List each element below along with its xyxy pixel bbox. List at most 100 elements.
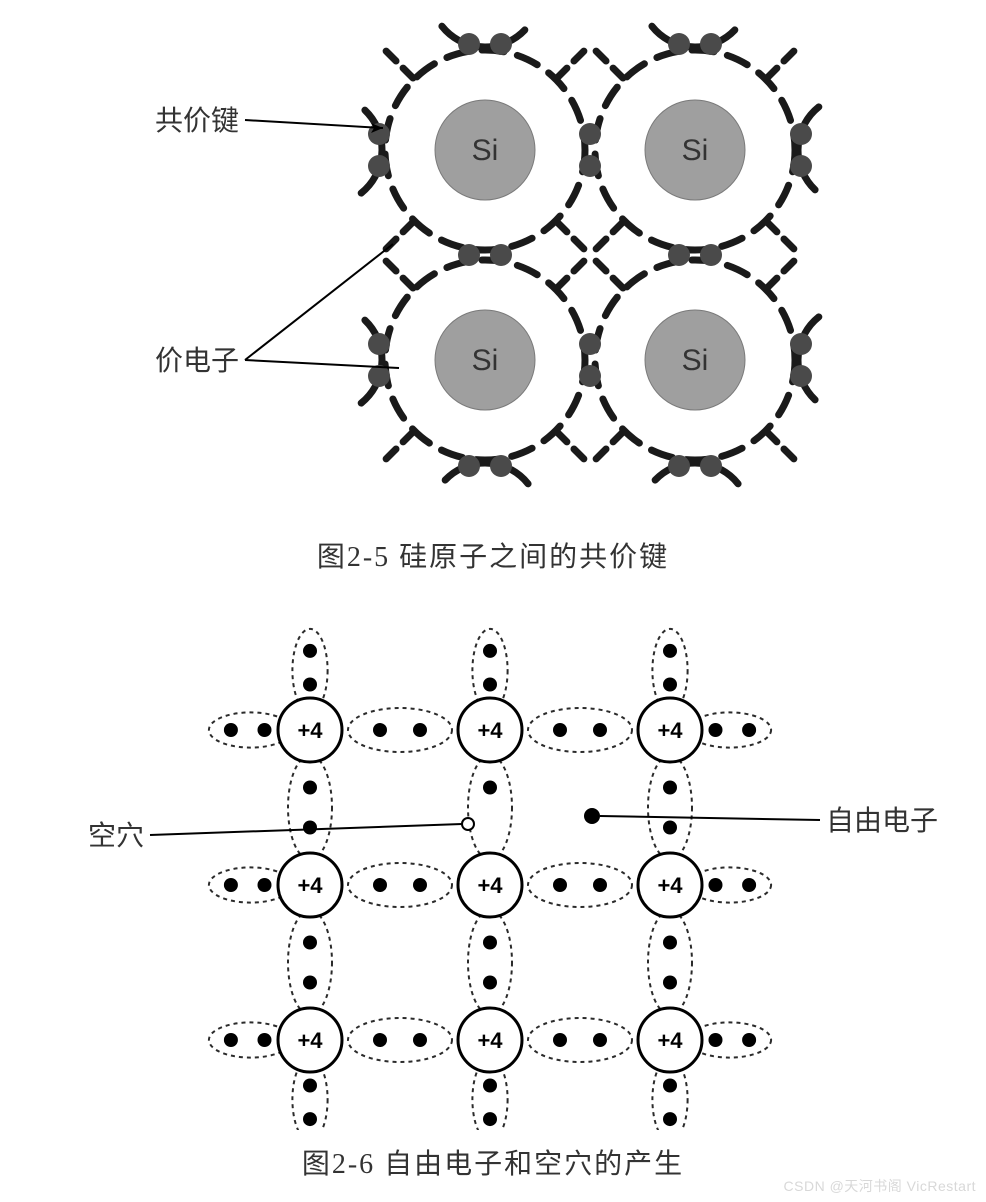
covalent-bond-lens [468, 911, 512, 1015]
leader-line [245, 360, 399, 368]
valence-electron [579, 333, 601, 355]
bond-electron [663, 976, 677, 990]
diagonal-tick [595, 222, 623, 250]
bond-electron [709, 723, 723, 737]
page: SiSiSiSi共价键价电子 图2-5 硅原子之间的共价键 +4+4+4+4+4… [0, 0, 986, 1202]
valence-electron [790, 155, 812, 177]
valence-electron [579, 123, 601, 145]
bond-electron [303, 781, 317, 795]
bond-electron [413, 878, 427, 892]
bond-electron [742, 723, 756, 737]
outer-bond-stub [442, 463, 528, 484]
atom-label: +4 [297, 873, 323, 898]
valence-electron [668, 455, 690, 477]
si-label: Si [682, 134, 709, 167]
bond-electron [258, 878, 272, 892]
bond-electron [663, 781, 677, 795]
valence-electron [668, 33, 690, 55]
bond-electron [663, 936, 677, 950]
atom-label: +4 [297, 718, 323, 743]
diagonal-tick [595, 260, 623, 288]
valence-electron [490, 33, 512, 55]
atom-label: +4 [477, 873, 503, 898]
covalent-bond-lens [528, 708, 632, 752]
atom-label: +4 [657, 873, 683, 898]
valence-electron [668, 244, 690, 266]
bond-electron [663, 644, 677, 658]
bond-electron [483, 644, 497, 658]
figure-2-6: +4+4+4+4+4+4+4+4+4空穴自由电子 [0, 620, 986, 1130]
bond-electron [303, 976, 317, 990]
bond-electron [553, 878, 567, 892]
covalent-bond-lens [348, 1018, 452, 1062]
bond-electron [593, 878, 607, 892]
bond-electron [483, 678, 497, 692]
valence-electron [490, 455, 512, 477]
valence-electron [368, 155, 390, 177]
valence-electron [368, 333, 390, 355]
bond-electron [303, 644, 317, 658]
diagonal-tick [767, 432, 795, 460]
atom-label: +4 [657, 718, 683, 743]
bond-electron [258, 723, 272, 737]
atom-label: +4 [297, 1028, 323, 1053]
atom-label: +4 [477, 718, 503, 743]
atom-label: +4 [657, 1028, 683, 1053]
bond-electron [742, 878, 756, 892]
bond-electron [553, 723, 567, 737]
diagonal-tick [557, 50, 585, 78]
si-label: Si [472, 344, 499, 377]
bond-electron [483, 936, 497, 950]
watermark: CSDN @天河书阁 VicRestart [784, 1176, 976, 1196]
bond-electron [663, 821, 677, 835]
valence-electron [368, 123, 390, 145]
bond-electron [413, 723, 427, 737]
si-label: Si [472, 134, 499, 167]
label-valence-electron: 价电子 [155, 345, 239, 377]
covalent-bond-lens [648, 756, 692, 860]
covalent-bond-lens [648, 911, 692, 1015]
bond-electron [663, 1079, 677, 1093]
valence-electron [790, 123, 812, 145]
outer-bond-stub [361, 107, 382, 193]
diagonal-tick [767, 222, 795, 250]
valence-electron [790, 333, 812, 355]
diagonal-tick [767, 50, 795, 78]
leader-line [600, 816, 820, 820]
valence-electron [579, 365, 601, 387]
bond-electron [224, 723, 238, 737]
outer-bond-stub [798, 107, 819, 193]
bond-electron [553, 1033, 567, 1047]
diagonal-tick [385, 260, 413, 288]
leader-line [245, 120, 383, 128]
bond-electron [413, 1033, 427, 1047]
atom-label: +4 [477, 1028, 503, 1053]
bond-electron [709, 878, 723, 892]
diagonal-tick [557, 260, 585, 288]
bond-electron [483, 1112, 497, 1126]
covalent-bond-lens [288, 911, 332, 1015]
label-covalent-bond: 共价键 [155, 105, 239, 137]
covalent-bond-lens [528, 1018, 632, 1062]
outer-bond-stub [652, 26, 738, 47]
bond-electron [483, 1079, 497, 1093]
covalent-bond-lens [348, 863, 452, 907]
valence-electron [490, 244, 512, 266]
bond-electron [593, 1033, 607, 1047]
bond-electron [373, 878, 387, 892]
diagonal-tick [557, 222, 585, 250]
covalent-bond-lens [528, 863, 632, 907]
diagonal-tick [595, 50, 623, 78]
bond-electron [709, 1033, 723, 1047]
label-free-electron: 自由电子 [826, 805, 938, 837]
bond-electron [303, 1079, 317, 1093]
diagonal-tick [385, 432, 413, 460]
covalent-bond-lens [468, 756, 512, 860]
bond-electron [663, 1112, 677, 1126]
bond-electron [742, 1033, 756, 1047]
bond-electron [224, 878, 238, 892]
valence-electron [458, 244, 480, 266]
bond-electron [483, 976, 497, 990]
bond-electron [303, 936, 317, 950]
valence-electron [700, 244, 722, 266]
